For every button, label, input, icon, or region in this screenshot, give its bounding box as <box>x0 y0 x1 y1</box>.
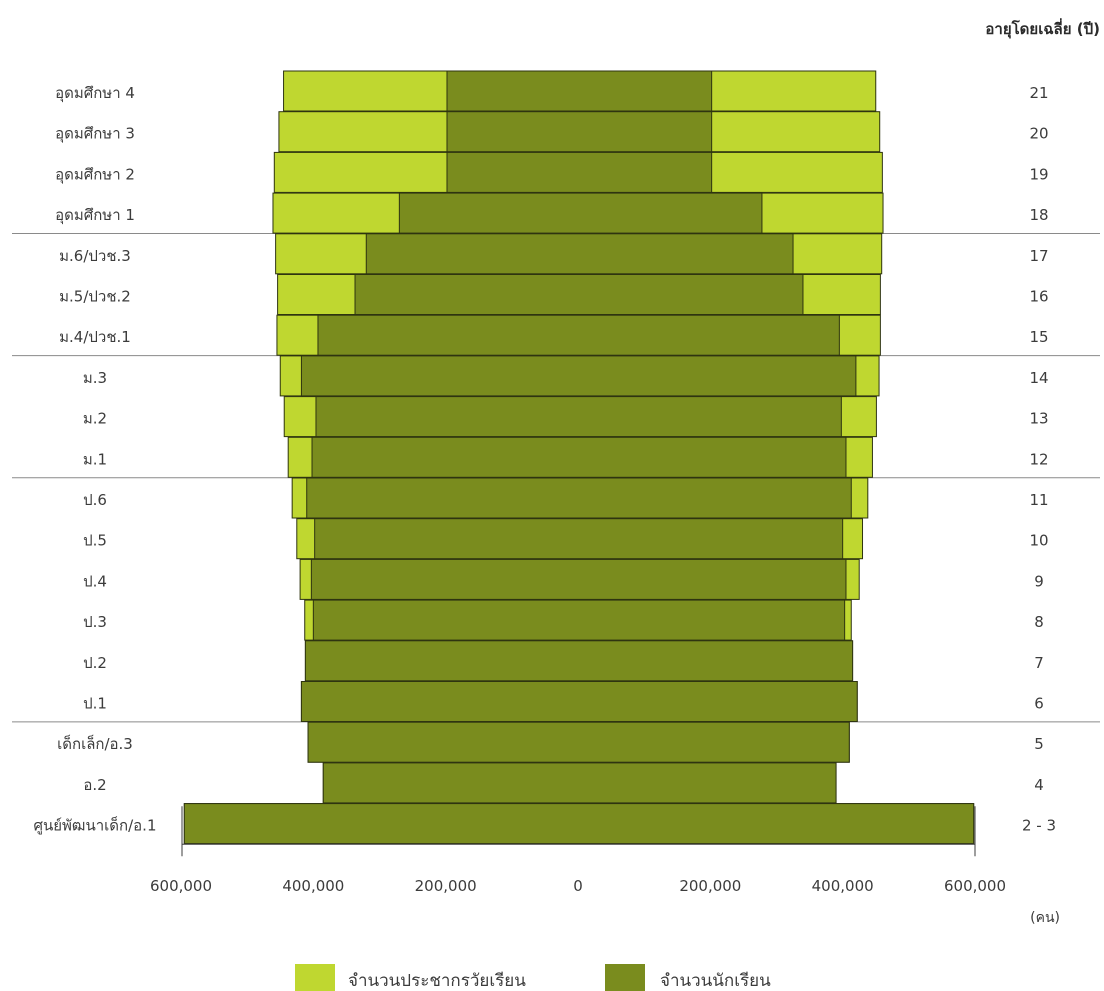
category-label-11: ป.5 <box>83 532 107 550</box>
legend-swatch-students <box>605 964 645 991</box>
category-label-0: อุดมศึกษา 4 <box>55 84 135 103</box>
legend: จำนวนประชากรวัยเรียน จำนวนนักเรียน <box>295 964 771 991</box>
age-label-18: 2 - 3 <box>1022 817 1056 835</box>
student-bar-row-4 <box>365 233 794 275</box>
category-label-3: อุดมศึกษา 1 <box>55 206 135 225</box>
student-bar-row-12 <box>310 558 847 600</box>
x-tick-label-0: 600,000 <box>150 877 212 895</box>
student-bar-row-16 <box>307 721 850 763</box>
legend-swatch-population <box>295 964 335 991</box>
category-label-7: ม.3 <box>83 369 107 387</box>
age-label-8: 13 <box>1029 410 1048 428</box>
x-tick-label-3: 0 <box>573 877 583 895</box>
category-label-14: ป.2 <box>83 654 107 672</box>
x-tick-labels: 600,000 400,000 200,000 0 200,000 400,000 600,… <box>150 877 1006 895</box>
x-tick-label-2: 200,000 <box>415 877 477 895</box>
x-tick-label-1: 400,000 <box>282 877 344 895</box>
category-label-8: ม.2 <box>83 410 107 428</box>
age-label-17: 4 <box>1034 776 1044 794</box>
age-label-6: 15 <box>1029 328 1048 346</box>
age-label-14: 7 <box>1034 654 1044 672</box>
x-tick-label-4: 200,000 <box>679 877 741 895</box>
student-count-bars <box>183 70 975 845</box>
category-label-13: ป.3 <box>83 613 107 631</box>
category-label-18: ศูนย์พัฒนาเด็ก/อ.1 <box>33 816 156 835</box>
category-label-15: ป.1 <box>83 695 107 713</box>
student-bar-row-6 <box>317 314 840 356</box>
category-label-17: อ.2 <box>83 776 106 794</box>
age-label-15: 6 <box>1034 695 1044 713</box>
student-bar-row-10 <box>306 477 852 519</box>
age-label-13: 8 <box>1034 613 1044 631</box>
category-label-1: อุดมศึกษา 3 <box>55 125 135 144</box>
x-tick-label-6: 600,000 <box>944 877 1006 895</box>
age-label-2: 19 <box>1029 165 1048 183</box>
student-bar-row-15 <box>300 681 858 722</box>
category-label-6: ม.4/ปวช.1 <box>59 328 131 346</box>
age-label-0: 21 <box>1029 84 1048 102</box>
age-label-5: 16 <box>1029 288 1048 306</box>
student-bar-row-14 <box>304 640 854 682</box>
legend-label-population: จำนวนประชากรวัยเรียน <box>348 971 526 991</box>
student-bar-row-5 <box>354 274 804 315</box>
student-bar-row-18 <box>183 803 975 845</box>
student-bar-row-1 <box>446 111 713 153</box>
category-label-9: ม.1 <box>83 450 107 468</box>
student-bar-row-9 <box>311 436 847 478</box>
category-label-5: ม.5/ปวช.2 <box>59 288 131 306</box>
student-bar-row-11 <box>314 518 844 560</box>
student-bar-row-0 <box>446 70 713 112</box>
age-labels: 21 20 19 18 17 16 15 14 13 12 11 10 9 8 7 6 5 4 2 - 3 <box>1022 84 1056 835</box>
category-label-10: ป.6 <box>83 491 107 509</box>
unit-label: (คน) <box>1030 910 1060 926</box>
age-label-1: 20 <box>1029 125 1048 143</box>
age-label-11: 10 <box>1029 532 1048 550</box>
category-labels: อุดมศึกษา 4 อุดมศึกษา 3 อุดมศึกษา 2 อุดมศึก… <box>33 84 156 835</box>
student-bar-row-13 <box>312 599 846 641</box>
age-label-9: 12 <box>1029 450 1048 468</box>
age-label-10: 11 <box>1029 491 1048 509</box>
age-label-4: 17 <box>1029 247 1048 265</box>
student-bar-row-8 <box>315 396 842 438</box>
age-label-16: 5 <box>1034 735 1044 753</box>
category-label-2: อุดมศึกษา 2 <box>55 165 135 184</box>
student-bar-row-2 <box>446 151 713 193</box>
category-label-12: ป.4 <box>83 572 107 590</box>
legend-label-students: จำนวนนักเรียน <box>660 971 771 991</box>
student-bar-row-17 <box>322 762 837 804</box>
x-axis <box>181 806 976 857</box>
category-label-16: เด็กเล็ก/อ.3 <box>57 734 133 753</box>
age-label-12: 9 <box>1034 572 1044 590</box>
age-label-3: 18 <box>1029 206 1048 224</box>
category-label-4: ม.6/ปวช.3 <box>59 247 131 265</box>
student-bar-row-3 <box>398 192 763 234</box>
age-header: อายุโดยเฉลี่ย (ปี) <box>985 18 1100 39</box>
student-bar-row-7 <box>300 355 857 397</box>
age-label-7: 14 <box>1029 369 1048 387</box>
x-tick-label-5: 400,000 <box>812 877 874 895</box>
